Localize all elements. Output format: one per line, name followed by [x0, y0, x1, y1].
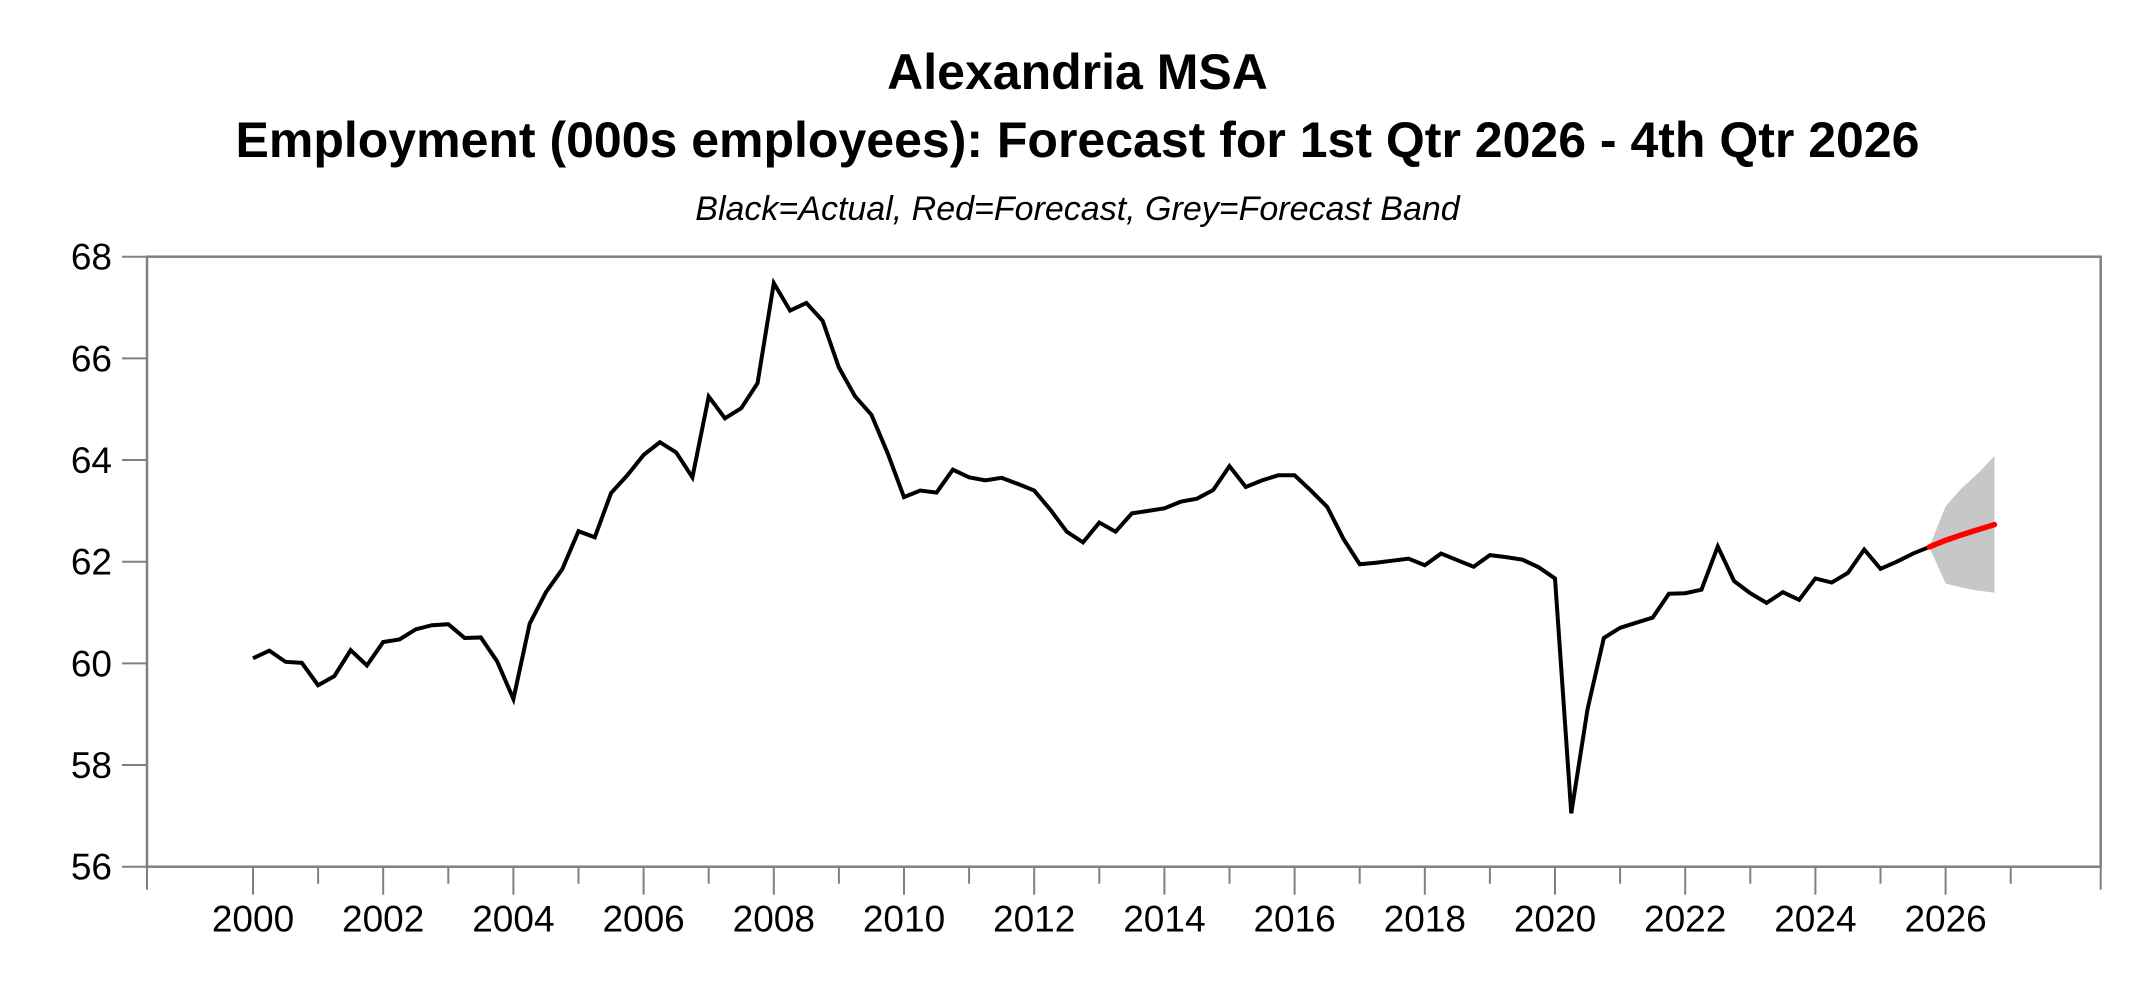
x-tick-label: 2004: [472, 899, 554, 940]
x-tick-label: 2020: [1514, 899, 1596, 940]
actual-line: [252, 277, 1931, 814]
x-tick-label: 2002: [342, 899, 424, 940]
x-tick-label: 2008: [733, 899, 815, 940]
y-tick-label: 66: [71, 338, 112, 379]
chart-legend-note: Black=Actual, Red=Forecast, Grey=Forecas…: [695, 190, 1460, 228]
chart-title-line2: Employment (000s employees): Forecast fo…: [235, 112, 1920, 168]
y-tick-label: 68: [71, 237, 112, 278]
x-axis: 2000 2002 2004 2006 2008 2010 2012 2014 2016 2018…: [146, 866, 2102, 940]
x-tick-label: 2026: [1904, 899, 1986, 940]
x-tick-label: 2016: [1253, 899, 1335, 940]
x-tick-label: 2000: [212, 899, 294, 940]
plot-frame: [145, 255, 2102, 868]
y-tick-label: 60: [71, 643, 112, 684]
y-tick-label: 56: [71, 847, 112, 888]
y-tick-label: 62: [71, 542, 112, 583]
x-tick-label: 2014: [1123, 899, 1205, 940]
x-tick-label: 2010: [863, 899, 945, 940]
x-tick-label: 2012: [993, 899, 1075, 940]
y-axis: 56 58 60 62 64 66 68: [71, 237, 147, 888]
x-tick-label: 2018: [1384, 899, 1466, 940]
x-tick-label: 2022: [1644, 899, 1726, 940]
chart-title-line1: Alexandria MSA: [887, 44, 1268, 100]
y-tick-label: 58: [71, 745, 112, 786]
forecast-band: [1929, 455, 1995, 593]
y-tick-label: 64: [71, 440, 112, 481]
forecast-line: [1926, 521, 1998, 550]
x-tick-label: 2024: [1774, 899, 1856, 940]
x-tick-label: 2006: [602, 899, 684, 940]
